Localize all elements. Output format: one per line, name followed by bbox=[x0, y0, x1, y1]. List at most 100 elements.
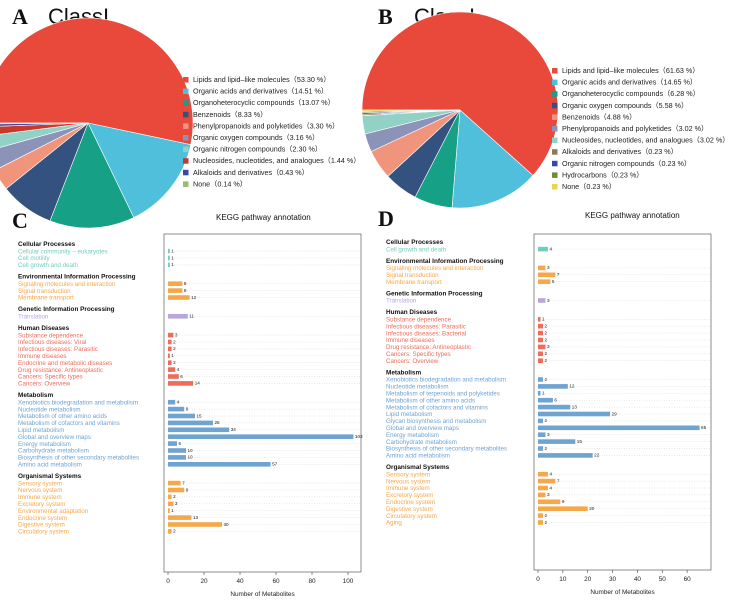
pathway-label: Aging bbox=[386, 520, 402, 527]
bar-value-label: 15 bbox=[197, 413, 203, 418]
pathway-label: Digestive system bbox=[18, 522, 65, 529]
legend-swatch bbox=[183, 88, 189, 95]
bar bbox=[538, 397, 553, 403]
bar-value-label: 2 bbox=[544, 377, 547, 382]
pathway-label: Substance dependence bbox=[18, 332, 84, 339]
bar bbox=[538, 377, 543, 382]
pathway-label: Metabolism of terpenoids and polyketides bbox=[386, 391, 500, 398]
pathway-label: Nucleotide metabolism bbox=[18, 406, 81, 413]
legend-entry: Phenylpropanoids and polyketides（3.30 %） bbox=[193, 121, 339, 130]
bar bbox=[538, 337, 543, 343]
bar-value-label: 1 bbox=[171, 255, 174, 260]
bar bbox=[168, 434, 354, 439]
legend-entry: Organic nitrogen compounds（2.30 %） bbox=[193, 145, 322, 154]
pathway-label: Infectious diseases: Parasitic bbox=[18, 346, 98, 353]
pie-slice bbox=[87, 122, 192, 218]
legend-swatch bbox=[183, 111, 189, 118]
pathway-label: Drug resistance: Antineoplastic bbox=[18, 367, 103, 374]
pathway-label: Cancers: Overview bbox=[18, 381, 71, 388]
pathway-label: Drug resistance: Antineoplastic bbox=[386, 344, 471, 351]
legend-swatch bbox=[183, 181, 189, 187]
pie-slice bbox=[361, 109, 461, 112]
bar bbox=[538, 330, 543, 336]
pathway-label: Membrane transport bbox=[18, 295, 74, 302]
pathway-label: Sensory system bbox=[18, 480, 62, 487]
pathway-label: Signal transduction bbox=[18, 288, 71, 295]
bar-value-label: 34 bbox=[231, 427, 237, 432]
bar bbox=[538, 492, 546, 498]
pathway-label: Lipid metabolism bbox=[18, 427, 64, 434]
legend-swatch bbox=[552, 160, 558, 167]
bar bbox=[538, 425, 700, 431]
x-tick-label: 40 bbox=[236, 578, 244, 585]
bar-value-label: 8 bbox=[184, 288, 187, 293]
pathway-label: Sensory system bbox=[386, 471, 430, 478]
pathway-label: Cancers: Specific types bbox=[18, 374, 83, 381]
pathway-label: Excretory system bbox=[18, 501, 65, 508]
legend-swatch bbox=[552, 114, 558, 120]
category-heading: Organismal Systems bbox=[386, 464, 450, 471]
bar-value-label: 5 bbox=[552, 279, 555, 284]
bar-value-label: 65 bbox=[701, 425, 707, 430]
bar-value-label: 30 bbox=[224, 522, 230, 527]
bar-value-label: 1 bbox=[542, 317, 545, 322]
bar bbox=[538, 358, 543, 363]
pie-slice bbox=[0, 122, 89, 190]
pathway-label: Glycan biosynthesis and metabolism bbox=[386, 418, 486, 425]
bar-value-label: 9 bbox=[562, 499, 565, 504]
kegg-bar-chart-d: 0 10 20 30 40 50 60 Number of Metabolites Cellul… bbox=[386, 233, 712, 596]
pathway-label: Metabolism of other amino acids bbox=[18, 413, 107, 420]
pie-slice bbox=[0, 122, 89, 135]
bar-value-label: 1 bbox=[171, 353, 174, 358]
legend-entry: Organoheterocyclic compounds（6.28 %） bbox=[562, 89, 700, 98]
bar-value-label: 12 bbox=[191, 295, 197, 300]
bar bbox=[168, 501, 174, 507]
bar bbox=[538, 506, 588, 511]
bar-value-label: 2 bbox=[173, 360, 176, 365]
bar bbox=[168, 427, 230, 433]
bar-value-label: 1 bbox=[171, 262, 174, 267]
bar-value-label: 2 bbox=[544, 513, 547, 518]
legend-entry: None（0.23 %） bbox=[562, 182, 616, 191]
pie-slice bbox=[0, 122, 89, 125]
bar bbox=[538, 246, 548, 252]
panel-letter-b: B bbox=[378, 4, 393, 29]
pathway-label: Excretory system bbox=[386, 492, 433, 499]
pathway-label: Signaling molecules and interaction bbox=[18, 281, 116, 288]
category-heading: Genetic Information Processing bbox=[386, 290, 483, 297]
pathway-label: Signaling molecules and interaction bbox=[386, 265, 484, 272]
legend-entry: None（0.14 %） bbox=[193, 179, 247, 188]
category-heading: Genetic Information Processing bbox=[18, 306, 115, 313]
panel-letter-a: A bbox=[12, 4, 28, 29]
legend-swatch bbox=[183, 169, 189, 176]
pathway-label: Immune system bbox=[386, 485, 430, 492]
bar-value-label: 2 bbox=[544, 418, 547, 423]
pathway-label: Xenobiotics biodegradation and metabolis… bbox=[18, 399, 138, 406]
bar bbox=[168, 255, 170, 261]
bar-value-label: 10 bbox=[188, 448, 194, 453]
x-tick-label: 100 bbox=[343, 578, 354, 585]
pathway-label: Endocrine system bbox=[18, 515, 67, 522]
category-heading: Cellular Processes bbox=[386, 239, 444, 246]
pathway-label: Environmental adaptation bbox=[18, 508, 89, 515]
pathway-label: Endocrine system bbox=[386, 499, 435, 506]
pathway-label: Digestive system bbox=[386, 506, 433, 513]
pathway-label: Lipid metabolism bbox=[386, 411, 432, 418]
pie-slice bbox=[0, 122, 89, 168]
legend-swatch bbox=[552, 126, 558, 132]
legend-swatch bbox=[183, 158, 189, 164]
bar-value-label: 25 bbox=[215, 420, 221, 425]
category-heading: Organismal Systems bbox=[18, 473, 82, 480]
pathway-label: Immune diseases bbox=[386, 337, 435, 344]
legend-entry: Organic nitrogen compounds（0.23 %） bbox=[562, 159, 691, 168]
bar-value-label: 2 bbox=[173, 339, 176, 344]
pathway-label: Cellular community – eukaryotes bbox=[18, 248, 108, 255]
category-heading: Environmental Information Processing bbox=[386, 258, 504, 265]
legend-entry: Hydrocarbons（0.23 %） bbox=[562, 170, 644, 179]
bar bbox=[538, 485, 548, 491]
bar bbox=[538, 439, 576, 444]
legend-entry: Organic acids and derivatives（14.51 %） bbox=[193, 87, 328, 96]
pathway-label: Cell growth and death bbox=[386, 246, 447, 253]
x-axis-title: Number of Metabolites bbox=[590, 589, 654, 596]
bar-value-label: 9 bbox=[186, 487, 189, 492]
